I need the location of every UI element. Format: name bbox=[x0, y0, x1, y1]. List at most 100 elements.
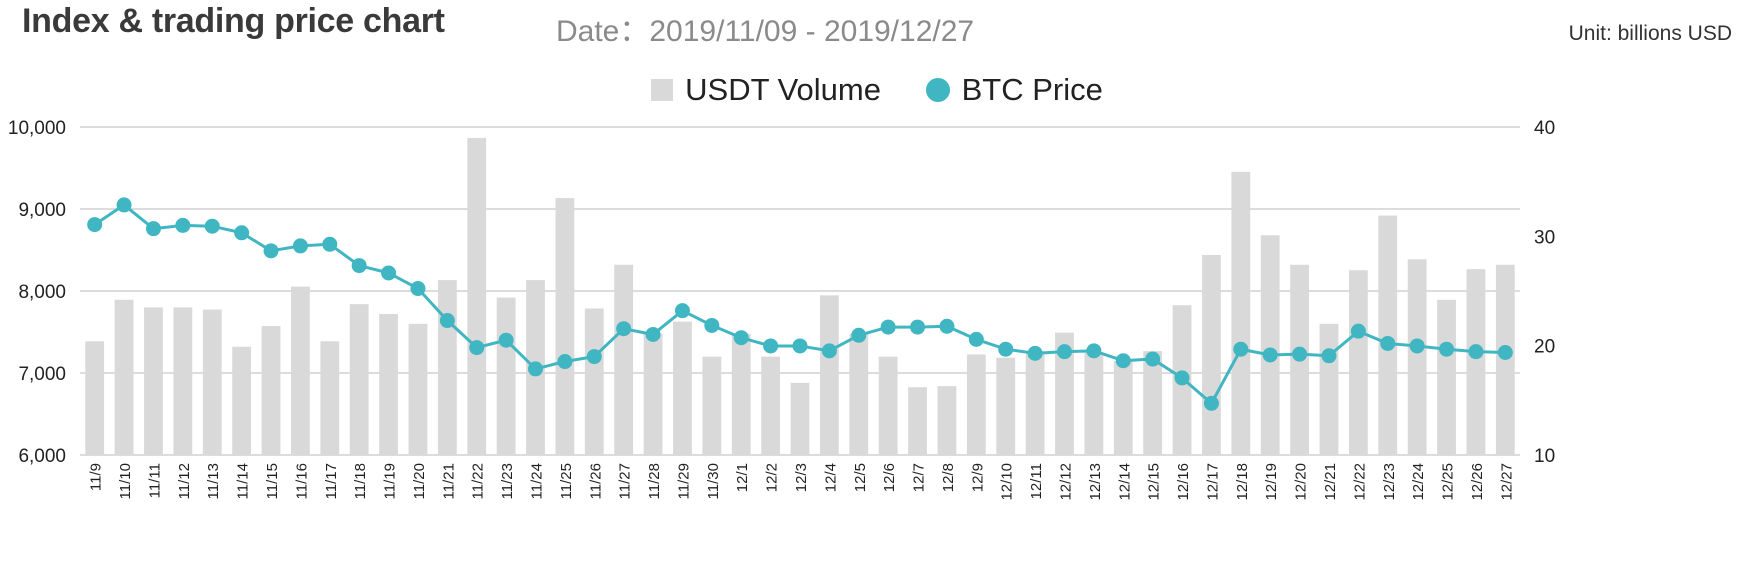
y-left-tick-label: 9,000 bbox=[18, 200, 66, 221]
point-btc-price bbox=[1115, 353, 1131, 369]
bar-usdt-volume bbox=[232, 346, 252, 455]
bar-usdt-volume bbox=[408, 323, 428, 455]
bar-usdt-volume bbox=[819, 295, 839, 455]
y-right-tick-label: 40 bbox=[1534, 118, 1555, 139]
x-tick-label: 12/7 bbox=[911, 463, 928, 492]
x-tick-label: 11/19 bbox=[382, 463, 399, 499]
chart-title: Index & trading price chart bbox=[22, 2, 445, 40]
x-tick-label: 12/21 bbox=[1322, 463, 1339, 501]
x-tick-label: 11/15 bbox=[264, 463, 281, 499]
bar-usdt-volume bbox=[790, 382, 810, 455]
unit-label: Unit: billions USD bbox=[1568, 22, 1732, 45]
x-tick-label: 11/20 bbox=[411, 463, 428, 499]
point-btc-price bbox=[1233, 341, 1249, 357]
x-tick-label: 12/6 bbox=[881, 463, 898, 492]
x-tick-label: 12/3 bbox=[793, 463, 810, 492]
x-tick-label: 12/27 bbox=[1498, 463, 1515, 501]
bar-usdt-volume bbox=[614, 264, 634, 455]
x-tick-label: 11/30 bbox=[705, 463, 722, 499]
bar-swatch-icon bbox=[651, 78, 674, 101]
y-right-tick-label: 20 bbox=[1534, 337, 1555, 358]
x-tick-label: 11/24 bbox=[529, 463, 546, 499]
y-left-tick-label: 6,000 bbox=[18, 446, 66, 467]
x-tick-label: 12/9 bbox=[969, 463, 986, 492]
bar-usdt-volume bbox=[114, 299, 134, 455]
point-btc-price bbox=[1468, 344, 1484, 360]
x-tick-label: 11/22 bbox=[470, 463, 487, 499]
point-btc-price bbox=[851, 327, 867, 343]
x-tick-label: 11/10 bbox=[117, 463, 134, 499]
x-tick-label: 12/11 bbox=[1028, 463, 1045, 499]
bar-usdt-volume bbox=[702, 356, 722, 455]
point-btc-price bbox=[586, 349, 602, 365]
legend-item-usdt-volume[interactable]: USDT Volume bbox=[651, 72, 881, 108]
x-tick-label: 12/5 bbox=[852, 463, 869, 492]
point-btc-price bbox=[704, 317, 720, 333]
legend-label-btc-price: BTC Price bbox=[961, 71, 1103, 107]
bar-usdt-volume bbox=[291, 286, 310, 455]
x-tick-label: 11/27 bbox=[617, 463, 634, 499]
bar-usdt-volume bbox=[85, 341, 105, 455]
x-tick-label: 12/25 bbox=[1440, 463, 1457, 501]
point-btc-price bbox=[674, 303, 690, 319]
point-btc-price bbox=[1174, 370, 1190, 386]
bar-usdt-volume bbox=[1437, 299, 1456, 455]
x-tick-label: 12/19 bbox=[1263, 463, 1280, 501]
point-btc-price bbox=[439, 313, 455, 329]
legend-item-btc-price[interactable]: BTC Price bbox=[925, 71, 1103, 108]
point-btc-price bbox=[322, 236, 338, 252]
bar-usdt-volume bbox=[673, 321, 692, 455]
point-btc-price bbox=[616, 321, 632, 337]
x-tick-label: 11/29 bbox=[675, 463, 692, 499]
bar-usdt-volume bbox=[144, 307, 163, 455]
bar-usdt-volume bbox=[320, 341, 340, 455]
point-btc-price bbox=[792, 338, 808, 354]
x-tick-label: 11/16 bbox=[293, 463, 310, 499]
x-tick-label: 12/20 bbox=[1293, 463, 1310, 501]
y-left-tick-label: 8,000 bbox=[18, 282, 66, 303]
bar-usdt-volume bbox=[761, 356, 781, 455]
point-btc-price bbox=[1292, 346, 1308, 362]
x-tick-label: 12/1 bbox=[734, 463, 751, 492]
point-btc-price bbox=[1262, 347, 1278, 363]
point-btc-price bbox=[469, 340, 485, 356]
point-btc-price bbox=[1321, 348, 1337, 364]
bar-usdt-volume bbox=[496, 297, 516, 455]
x-tick-label: 11/9 bbox=[88, 463, 105, 491]
x-tick-label: 12/10 bbox=[999, 463, 1016, 501]
chart-legend: USDT Volume BTC Price bbox=[0, 70, 1754, 108]
point-btc-price bbox=[880, 319, 896, 335]
bar-usdt-volume bbox=[349, 304, 369, 455]
bar-usdt-volume bbox=[966, 354, 986, 455]
x-tick-label: 11/18 bbox=[352, 463, 369, 499]
x-tick-label: 11/25 bbox=[558, 463, 575, 499]
bar-usdt-volume bbox=[1466, 269, 1486, 455]
point-btc-price bbox=[145, 221, 161, 237]
bar-usdt-volume bbox=[1348, 270, 1368, 455]
point-btc-price bbox=[1439, 341, 1455, 357]
bar-usdt-volume bbox=[731, 333, 751, 455]
point-btc-price bbox=[528, 361, 544, 377]
point-btc-price bbox=[351, 258, 367, 274]
point-btc-price bbox=[998, 341, 1014, 357]
bar-usdt-volume bbox=[467, 137, 487, 455]
y-left-tick-label: 10,000 bbox=[8, 118, 66, 139]
bar-usdt-volume bbox=[555, 198, 575, 456]
x-tick-label: 11/26 bbox=[587, 463, 604, 499]
point-btc-price bbox=[763, 338, 779, 354]
x-tick-label: 12/17 bbox=[1204, 463, 1221, 501]
point-btc-price bbox=[557, 354, 573, 370]
point-btc-price bbox=[381, 265, 397, 281]
point-btc-price bbox=[821, 343, 837, 359]
x-tick-label: 11/14 bbox=[235, 463, 252, 499]
point-btc-price bbox=[968, 331, 984, 347]
x-tick-label: 11/17 bbox=[323, 463, 340, 499]
point-btc-price bbox=[1203, 395, 1219, 411]
bar-usdt-volume bbox=[379, 313, 398, 455]
x-tick-label: 12/23 bbox=[1381, 463, 1398, 501]
bar-usdt-volume bbox=[1202, 254, 1221, 455]
point-btc-price bbox=[733, 330, 749, 346]
bar-usdt-volume bbox=[1055, 332, 1074, 455]
point-btc-price bbox=[645, 326, 661, 342]
x-tick-label: 12/4 bbox=[822, 463, 839, 492]
